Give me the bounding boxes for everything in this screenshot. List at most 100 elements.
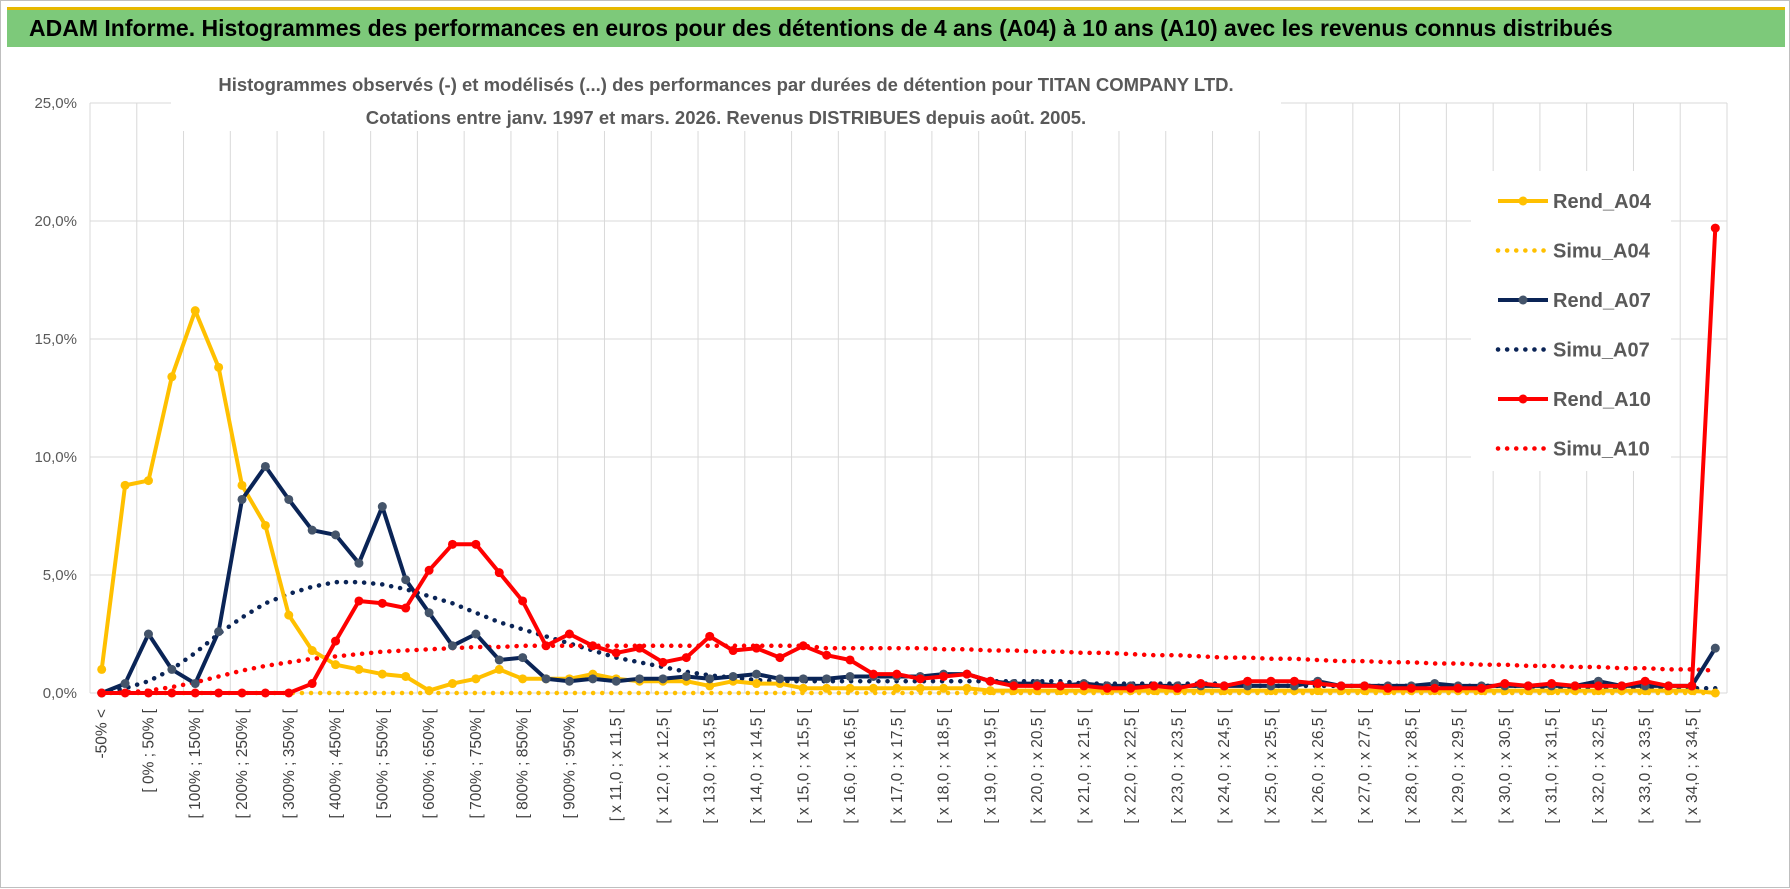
point-Rend_A07 [237, 494, 247, 504]
point-Rend_A07 [447, 641, 457, 651]
x-tick-label: [ x 12,0 ; x 12,5 [ [655, 708, 672, 823]
y-tick-label: 15,0% [34, 331, 77, 348]
point-Rend_A07 [751, 669, 761, 679]
point-Rend_A10 [143, 688, 153, 698]
chart-title-line1: Histogrammes observés (-) et modélisés (… [218, 74, 1233, 95]
point-Rend_A10 [1266, 676, 1276, 686]
grid-lines [89, 102, 1728, 694]
point-Rend_A07 [260, 461, 270, 471]
point-Rend_A07 [190, 679, 200, 689]
x-tick-label: [ x 33,0 ; x 33,5 [ [1637, 708, 1654, 823]
point-Rend_A10 [518, 596, 528, 606]
point-Rend_A07 [401, 575, 411, 585]
point-Rend_A10 [962, 669, 972, 679]
point-Rend_A07 [845, 671, 855, 681]
point-Rend_A07 [284, 494, 294, 504]
point-Rend_A04 [377, 669, 387, 679]
point-Rend_A07 [564, 676, 574, 686]
point-Rend_A07 [728, 671, 738, 681]
point-Rend_A10 [471, 539, 481, 549]
point-Rend_A10 [1476, 683, 1486, 693]
point-Rend_A04 [307, 646, 317, 656]
point-Rend_A10 [705, 631, 715, 641]
x-tick-label: [ 200% ; 250% [ [234, 708, 251, 818]
x-tick-label: [ x 27,0 ; x 27,5 [ [1357, 708, 1374, 823]
point-Rend_A04 [1313, 686, 1323, 696]
point-Rend_A10 [868, 669, 878, 679]
x-tick-label: [ x 21,0 ; x 21,5 [ [1076, 708, 1093, 823]
point-Rend_A04 [892, 683, 902, 693]
point-Rend_A04 [471, 674, 481, 684]
y-tick-label: 25,0% [34, 95, 77, 112]
point-Rend_A10 [1009, 681, 1019, 691]
point-Rend_A10 [377, 598, 387, 608]
point-Rend_A10 [635, 643, 645, 653]
point-Rend_A07 [331, 530, 341, 540]
point-Rend_A10 [354, 596, 364, 606]
subtitle-backdrop [171, 65, 1281, 131]
point-Rend_A10 [1289, 676, 1299, 686]
point-Rend_A10 [1126, 683, 1136, 693]
point-Rend_A07 [494, 655, 504, 665]
point-Rend_A10 [564, 629, 574, 639]
legend-label-Rend_A10: Rend_A10 [1553, 389, 1651, 411]
point-Rend_A10 [1500, 679, 1510, 689]
x-tick-label: [ x 28,0 ; x 28,5 [ [1403, 708, 1420, 823]
point-Rend_A04 [214, 362, 224, 372]
point-Rend_A04 [845, 683, 855, 693]
point-Rend_A10 [1710, 223, 1720, 233]
point-Rend_A10 [728, 646, 738, 656]
point-Rend_A10 [1640, 676, 1650, 686]
x-tick-label: [ x 20,0 ; x 20,5 [ [1029, 708, 1046, 823]
point-Rend_A10 [1196, 679, 1206, 689]
x-tick-label: [ 800% ; 850% [ [515, 708, 532, 818]
point-Rend_A04 [424, 686, 434, 696]
point-Rend_A10 [1523, 681, 1533, 691]
x-tick-label: [ 700% ; 750% [ [468, 708, 485, 818]
point-Rend_A10 [892, 669, 902, 679]
x-axis-ticks: -50% < [ 0% ; 50% [[ 100% ; 150% [[ 200% … [94, 708, 1701, 823]
point-Rend_A07 [705, 674, 715, 684]
point-Rend_A04 [705, 681, 715, 691]
point-Rend_A10 [775, 653, 785, 663]
x-tick-label: [ x 11,0 ; x 11,5 [ [608, 708, 625, 821]
y-tick-label: 10,0% [34, 449, 77, 466]
legend: Rend_A04 Simu_A04 Rend_A07 Simu_A07 Rend_A10… [1471, 171, 1671, 471]
point-Rend_A10 [260, 688, 270, 698]
point-Rend_A04 [284, 610, 294, 620]
x-tick-label: [ x 14,0 ; x 14,5 [ [748, 708, 765, 823]
point-Rend_A07 [354, 558, 364, 568]
point-Rend_A04 [868, 683, 878, 693]
x-tick-label: [ x 17,0 ; x 17,5 [ [889, 708, 906, 823]
legend-backdrop [1471, 171, 1671, 471]
x-tick-label: [ x 26,0 ; x 26,5 [ [1310, 708, 1327, 823]
x-tick-label: -50% < [94, 709, 111, 759]
chart-title-line2: Cotations entre janv. 1997 et mars. 2026… [366, 107, 1086, 128]
point-Rend_A10 [1056, 681, 1066, 691]
x-tick-label: [ x 32,0 ; x 32,5 [ [1590, 708, 1607, 823]
point-Rend_A04 [331, 660, 341, 670]
point-Rend_A10 [1243, 676, 1253, 686]
point-Rend_A07 [518, 653, 528, 663]
point-Rend_A10 [1032, 681, 1042, 691]
point-Rend_A10 [307, 679, 317, 689]
x-tick-label: [ x 24,0 ; x 24,5 [ [1216, 708, 1233, 823]
point-Rend_A07 [167, 664, 177, 674]
x-tick-label: [ x 29,0 ; x 29,5 [ [1450, 708, 1467, 823]
point-Rend_A10 [1102, 683, 1112, 693]
y-tick-label: 5,0% [43, 567, 77, 584]
point-Rend_A04 [494, 664, 504, 674]
point-Rend_A10 [798, 641, 808, 651]
point-Rend_A07 [588, 674, 598, 684]
x-tick-label: [ 900% ; 950% [ [561, 708, 578, 818]
point-Rend_A10 [1219, 681, 1229, 691]
point-Rend_A07 [424, 608, 434, 618]
x-tick-label: [ 400% ; 450% [ [328, 708, 345, 818]
point-Rend_A10 [1664, 681, 1674, 691]
point-Rend_A10 [1687, 681, 1697, 691]
legend-marker-Rend_A07 [1518, 295, 1528, 305]
point-Rend_A07 [611, 676, 621, 686]
point-Rend_A10 [658, 657, 668, 667]
point-Rend_A04 [190, 306, 200, 316]
point-Rend_A10 [331, 636, 341, 646]
